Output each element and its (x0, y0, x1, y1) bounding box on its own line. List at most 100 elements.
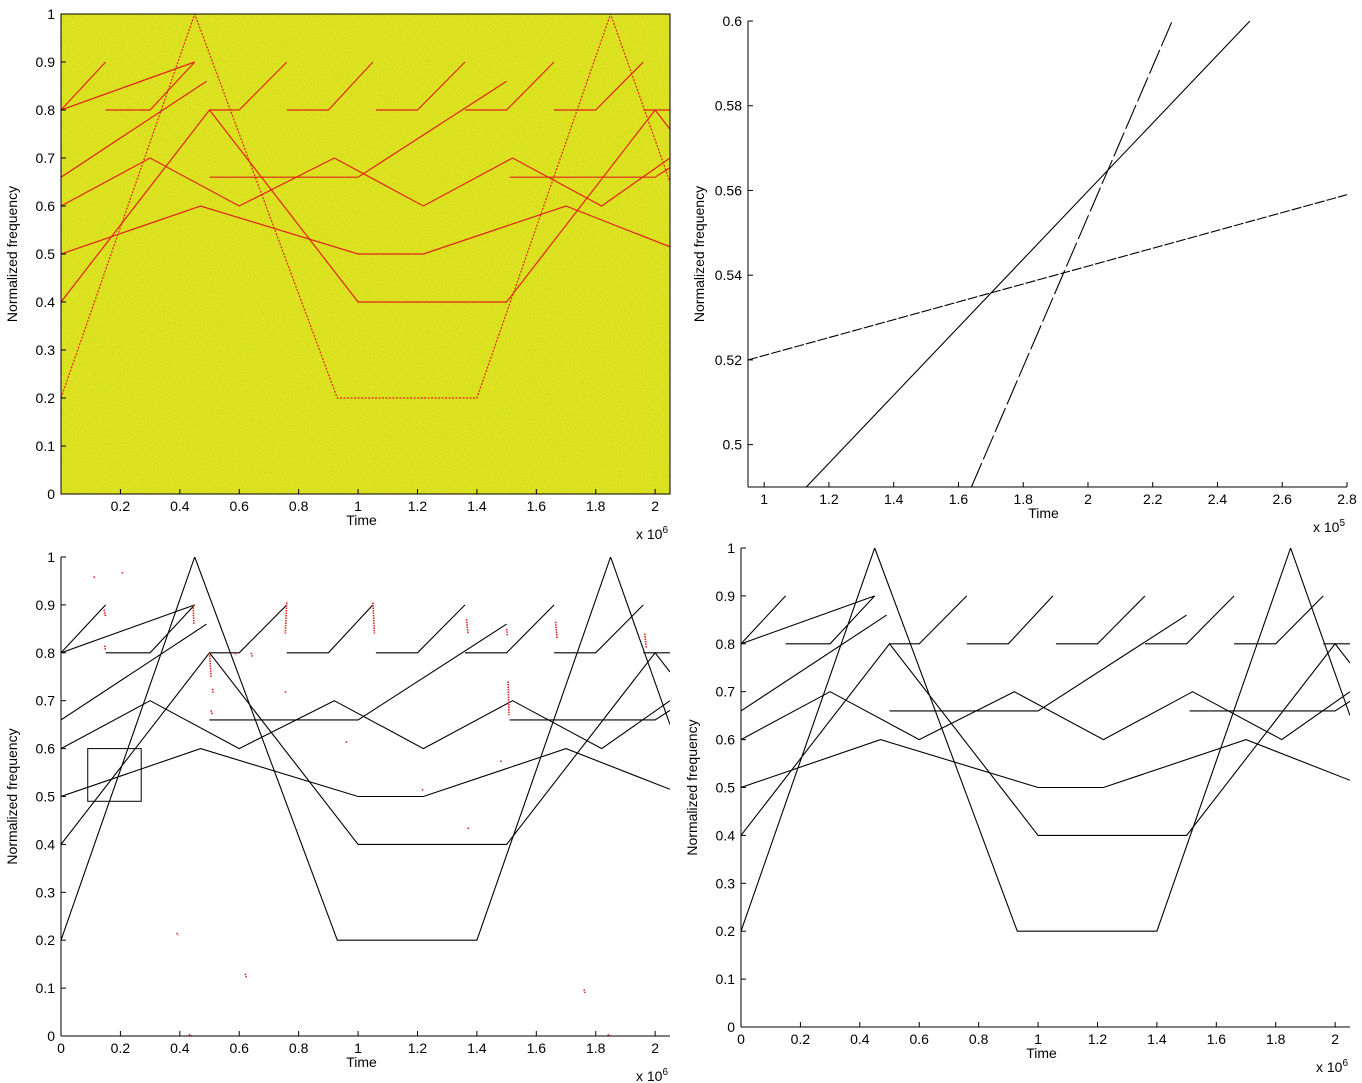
x-tick-label: 0.6 (230, 498, 250, 514)
plot-area (61, 557, 670, 1036)
x-tick-label: 2.6 (1273, 491, 1293, 507)
y-tick-label: 0.2 (36, 932, 56, 948)
x-tick-label: 0.8 (969, 1031, 989, 1047)
plot-area (61, 14, 670, 399)
noise-mark-19 (505, 628, 509, 637)
series-line-4 (741, 691, 1350, 741)
x-tick-label: 2 (651, 1040, 659, 1056)
series-line-7 (1189, 700, 1350, 712)
y-tick-label: 0.3 (36, 342, 56, 358)
noise-mark-20 (507, 681, 510, 716)
series-line-3 (970, 21, 1173, 487)
y-tick-label: 0.2 (36, 390, 56, 406)
series-line-6 (889, 614, 1187, 712)
series-line-3 (61, 748, 670, 798)
noise-mark-9 (234, 652, 237, 656)
series-line-14 (465, 604, 555, 654)
y-axis-label: Normalized frequency (691, 186, 707, 322)
series-line-12 (286, 61, 374, 111)
noise-mark-5 (192, 604, 195, 625)
y-tick-label: 0.1 (36, 980, 56, 996)
y-tick-label: 0.3 (716, 875, 736, 891)
series-line-11 (209, 61, 288, 111)
x-tick-label: 1.4 (884, 491, 904, 507)
y-tick-label: 0.9 (36, 597, 56, 613)
series-line-7 (509, 167, 670, 178)
x-tick-label: 0 (737, 1031, 745, 1047)
x-tick-label: 1.2 (408, 1040, 428, 1056)
x-axis-label: Time (346, 512, 377, 528)
series-line-10 (105, 61, 196, 111)
y-axis-label: Normalized frequency (4, 186, 20, 322)
series-line-11 (889, 595, 968, 645)
y-tick-label: 0.1 (716, 971, 736, 987)
y-tick-label: 0.56 (715, 182, 742, 198)
noise-mark-10 (250, 652, 254, 658)
y-tick-label: 0.5 (716, 780, 736, 796)
y-tick-label: 0.4 (36, 836, 56, 852)
x-tick-label: 1.2 (819, 491, 839, 507)
y-tick-label: 0.52 (715, 352, 742, 368)
noise-mark-1 (93, 575, 96, 579)
x-tick-label: 0.4 (850, 1031, 870, 1047)
x-tick-label: 0.8 (289, 498, 309, 514)
series-line-3 (61, 205, 670, 255)
plot-area (748, 21, 1347, 487)
plot-area (741, 548, 1350, 932)
series-line-5 (61, 80, 207, 178)
x-tick-label: 1 (1034, 1031, 1042, 1047)
x-tick-label: 0.6 (230, 1040, 250, 1056)
noise-mark-16 (465, 619, 469, 634)
series-line-4 (61, 157, 670, 207)
noise-mark-24 (244, 973, 248, 979)
series-line-14 (465, 61, 555, 111)
series-line-9 (741, 595, 787, 645)
y-tick-label: 0.4 (36, 294, 56, 310)
y-tick-label: 0.6 (36, 198, 56, 214)
series-line-1 (741, 548, 1350, 932)
series-line-1 (61, 14, 670, 399)
noise-mark-18 (499, 760, 503, 764)
x-multiplier-label: x 105 (1313, 518, 1345, 535)
noise-mark-4 (103, 645, 107, 651)
x-tick-label: 2.4 (1208, 491, 1228, 507)
series-line-8 (741, 595, 875, 645)
x-tick-label: 2 (1331, 1031, 1339, 1047)
series-line-11 (209, 604, 288, 654)
x-axis-label: Time (1028, 505, 1059, 521)
series-line-14 (1145, 595, 1235, 645)
y-tick-label: 0.9 (716, 588, 736, 604)
noise-mark-26 (583, 989, 587, 994)
noise-mark-6 (208, 652, 212, 677)
series-line-15 (1234, 595, 1324, 645)
x-tick-label: 1.8 (1266, 1031, 1286, 1047)
noise-mark-15 (421, 788, 424, 792)
series-line-15 (554, 604, 644, 654)
x-tick-label: 2 (1084, 491, 1092, 507)
series-line-7 (509, 709, 670, 721)
x-tick-label: 1.4 (467, 1040, 487, 1056)
noise-mark-17 (467, 827, 470, 831)
x-tick-label: 1.8 (586, 1040, 606, 1056)
noise-mark-8 (210, 710, 214, 716)
y-tick-label: 0.6 (716, 732, 736, 748)
series-line-12 (966, 595, 1054, 645)
y-tick-label: 1 (47, 6, 55, 22)
y-tick-label: 1 (47, 549, 55, 565)
x-tick-label: 0.2 (111, 1040, 131, 1056)
y-tick-label: 1 (727, 540, 735, 556)
series-line-6 (209, 623, 507, 721)
y-tick-label: 0.6 (36, 741, 56, 757)
series-line-8 (61, 61, 195, 111)
x-multiplier-label: x 106 (1316, 1058, 1348, 1075)
x-tick-label: 0 (57, 1040, 65, 1056)
noise-mark-23 (176, 932, 180, 936)
series-line-13 (375, 604, 466, 654)
series-line-13 (375, 61, 466, 111)
y-axis-label: Normalized frequency (4, 728, 20, 864)
series-line-5 (741, 614, 887, 712)
panel-bottom-right-truth: 0 0.1 0.2 0.3 0.4 0.5 0.6 0.7 0.8 0.9 1 0 0.2 0.4 0.6 0… (684, 540, 1350, 1075)
x-tick-label: 1.6 (527, 498, 547, 514)
x-tick-label: 0.8 (289, 1040, 309, 1056)
y-tick-label: 0.7 (716, 684, 736, 700)
